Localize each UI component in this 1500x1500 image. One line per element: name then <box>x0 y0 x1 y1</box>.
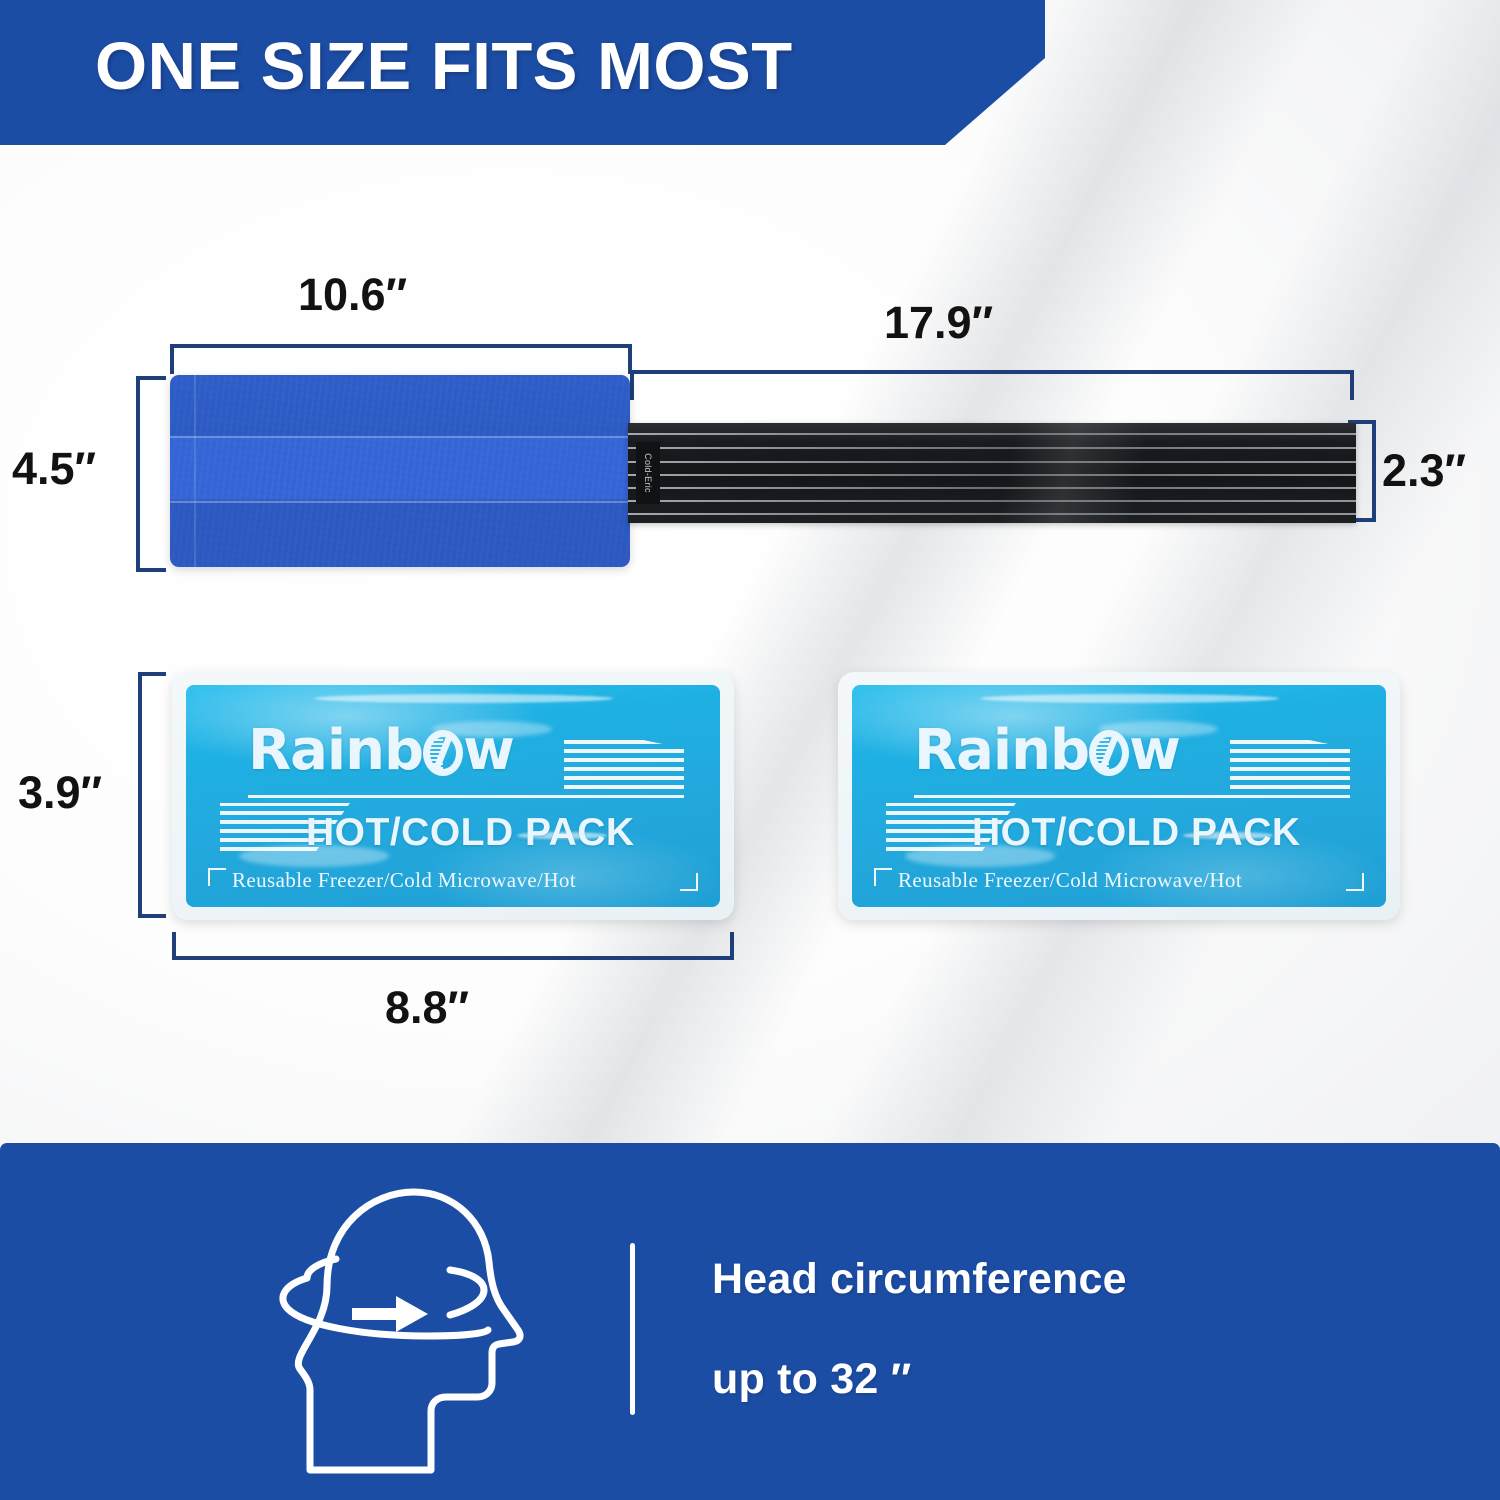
footer-divider <box>630 1243 635 1415</box>
tagline-bracket-left <box>874 868 892 886</box>
gel-pack-left: Rainb w HOT/COLD PACK Reusable Freezer/C… <box>172 672 734 920</box>
logo-speed-lines-right <box>564 737 684 789</box>
gel-pack-right: Rainb w HOT/COLD PACK Reusable Freezer/C… <box>838 672 1400 920</box>
lightning-bolt-icon <box>1089 730 1130 776</box>
dimension-bracket-strap-height <box>1348 420 1376 522</box>
footer-text-line-2: up to 32 ″ <box>712 1355 912 1403</box>
footer-panel <box>0 1143 1500 1500</box>
dimension-bracket-wrap-height <box>136 376 166 572</box>
product-type-label: HOT/COLD PACK <box>306 811 635 854</box>
header-banner <box>0 0 1045 145</box>
dimension-label-wrap-width: 10.6″ <box>298 269 408 320</box>
strap-sheen <box>628 423 1356 523</box>
wrap-seam-top <box>170 436 630 438</box>
logo-underline <box>914 795 1350 798</box>
dimension-bracket-pack-width <box>172 932 734 960</box>
product-type-label: HOT/COLD PACK <box>972 811 1301 854</box>
brand-logo-text-tail: w <box>1129 718 1181 783</box>
tagline-bracket-right <box>680 873 698 891</box>
dimension-label-pack-height: 3.9″ <box>18 767 103 818</box>
tagline-bracket-left <box>208 868 226 886</box>
dimension-label-strap-length: 17.9″ <box>884 297 994 348</box>
dimension-label-wrap-height: 4.5″ <box>12 443 97 494</box>
tagline-bracket-right <box>1346 873 1364 891</box>
gel-fill: Rainb w HOT/COLD PACK Reusable Freezer/C… <box>852 685 1386 907</box>
strap-brand-tag: Cold-Eric <box>636 442 660 504</box>
footer-text-line-1: Head circumference <box>712 1255 1127 1303</box>
dimension-bracket-wrap-width <box>170 344 632 374</box>
lightning-bolt-icon <box>423 730 464 776</box>
gel-pack-wrap-blue <box>170 375 630 567</box>
page-title: ONE SIZE FITS MOST <box>95 29 793 104</box>
usage-tagline: Reusable Freezer/Cold Microwave/Hot <box>232 868 577 892</box>
brand-logo-text: Rainb <box>248 718 424 783</box>
dimension-label-pack-width: 8.8″ <box>385 982 470 1033</box>
wrap-left-fold <box>194 375 196 567</box>
dimension-label-strap-height: 2.3″ <box>1382 445 1467 496</box>
elastic-strap <box>628 423 1356 523</box>
wrap-fabric-texture <box>170 375 630 567</box>
usage-tagline: Reusable Freezer/Cold Microwave/Hot <box>898 868 1243 892</box>
brand-logo: Rainb w <box>248 723 515 779</box>
wrap-seam-bottom <box>170 501 630 503</box>
dimension-bracket-strap-length <box>630 370 1354 400</box>
head-circumference-icon <box>279 1188 524 1474</box>
gel-fill: Rainb w HOT/COLD PACK Reusable Freezer/C… <box>186 685 720 907</box>
strap-brand-tag-label: Cold-Eric <box>643 453 653 493</box>
dimension-bracket-pack-height <box>138 672 166 918</box>
brand-logo-text-tail: w <box>463 718 515 783</box>
brand-logo-text: Rainb <box>914 718 1090 783</box>
brand-logo: Rainb w <box>914 723 1181 779</box>
logo-underline <box>248 795 684 798</box>
logo-speed-lines-right <box>1230 737 1350 789</box>
